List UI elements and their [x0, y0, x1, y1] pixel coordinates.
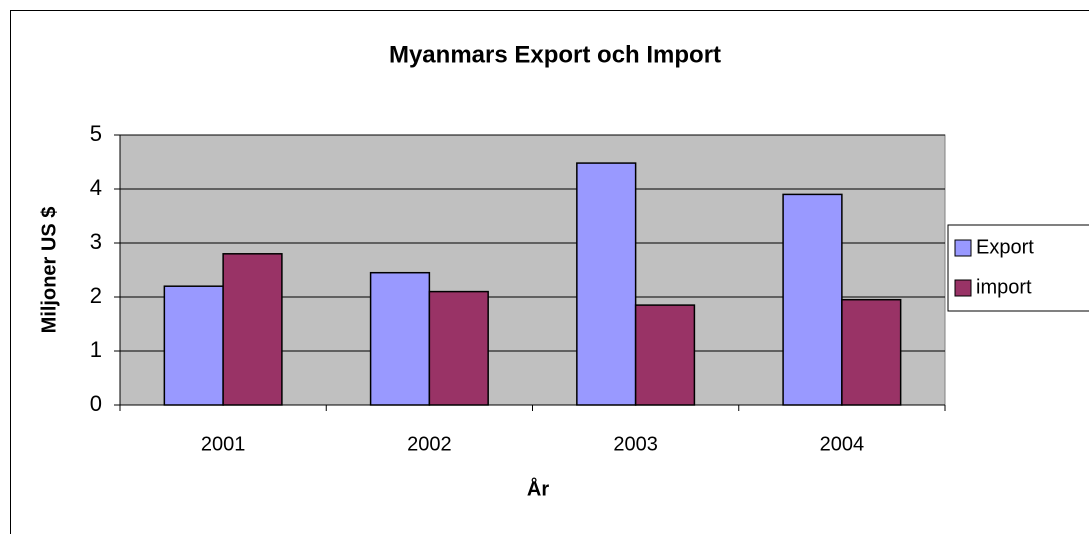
legend-swatch: [954, 279, 972, 297]
y-tick-label: 3: [90, 229, 102, 254]
bar: [222, 253, 283, 406]
x-tick-label: 2002: [407, 433, 452, 455]
bar: [163, 285, 224, 406]
bar: [369, 271, 431, 406]
legend-label: Export: [976, 236, 1034, 258]
y-tick-label: 5: [90, 121, 102, 146]
legend-box: [947, 224, 1089, 312]
y-tick-label: 0: [90, 391, 102, 416]
y-tick-label: 4: [90, 175, 102, 200]
x-tick-label: 2001: [201, 433, 246, 455]
bar: [841, 298, 902, 406]
legend-label: import: [976, 276, 1032, 298]
y-tick-label: 1: [90, 337, 102, 362]
bar: [428, 290, 489, 406]
x-tick-label: 2004: [820, 433, 865, 455]
x-tick-label: 2003: [613, 433, 658, 455]
y-tick-label: 2: [90, 283, 102, 308]
bar: [634, 304, 696, 406]
y-axis-label: Miljoner US $: [38, 207, 60, 334]
bar: [576, 162, 637, 406]
legend-swatch: [954, 239, 972, 257]
chart-title: Myanmars Export och Import: [389, 41, 721, 68]
x-axis-label: År: [527, 476, 549, 500]
bar: [782, 193, 843, 406]
